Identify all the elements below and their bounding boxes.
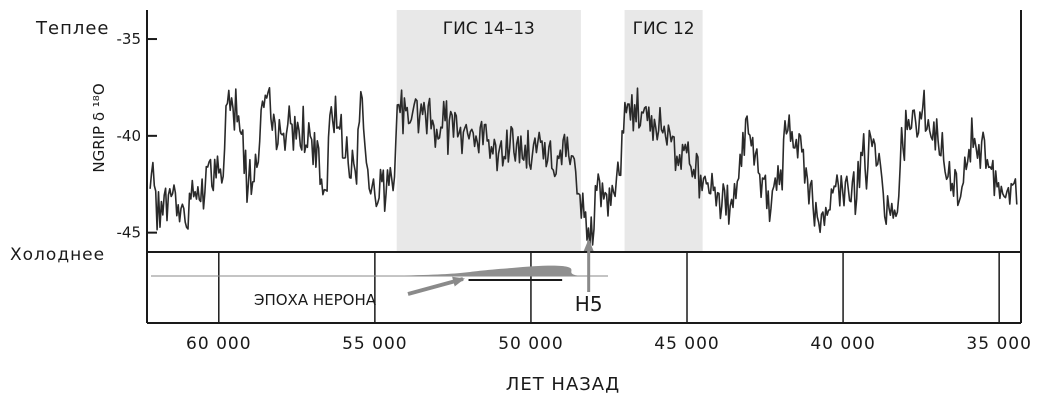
band-label-0: ГИС 14–13 [443,19,535,39]
y-tick-label: -40 [117,127,142,145]
warmer-label: Теплее [35,18,110,39]
isotope-line [149,87,1018,249]
y-tick-label: -35 [117,30,142,48]
x-axis-label: ЛЕТ НАЗАД [506,374,620,395]
isotope-trace [149,87,1018,249]
x-ticks: 60 000 55 000 50 000 45 000 40 000 35 000 [186,252,1031,354]
x-tick-label: 50 000 [498,334,563,354]
y-axis-label: NGRIP δ ¹⁸O [90,83,108,172]
band-label-1: ГИС 12 [633,19,695,39]
neron-distribution [359,265,581,276]
y-ticks: -35 -40 -45 [117,30,157,242]
era-arrow [407,276,465,296]
y-tick-label: -45 [117,224,142,242]
x-tick-label: 40 000 [810,334,875,354]
era-label: ЭПОХА НЕРОНА [254,291,377,309]
band-0 [396,10,581,252]
x-tick-label: 45 000 [654,334,719,354]
h5-label: H5 [575,292,603,316]
x-tick-label: 35 000 [966,334,1031,354]
x-tick-label: 55 000 [342,334,407,354]
x-tick-label: 60 000 [186,334,251,354]
colder-label: Холоднее [10,245,105,265]
